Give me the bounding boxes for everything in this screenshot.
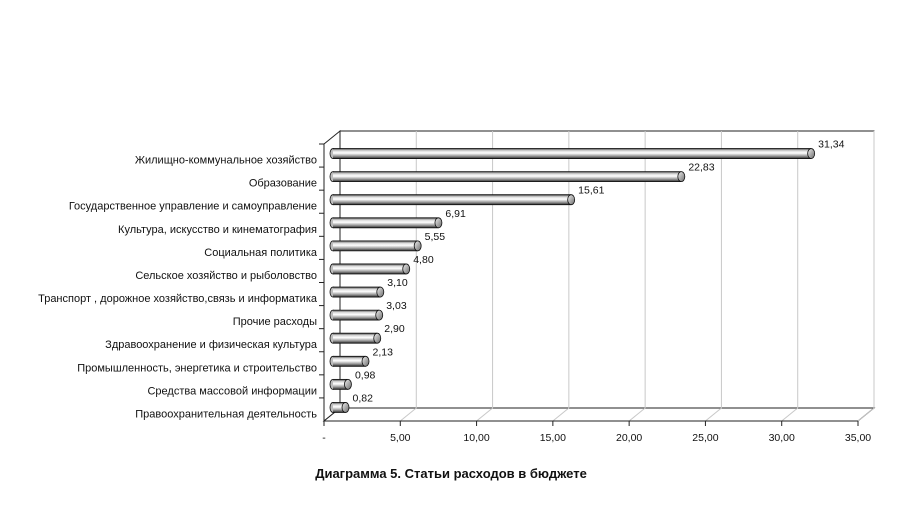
value-label: 2,13 — [372, 346, 393, 358]
x-tick-label: 10,00 — [463, 432, 489, 444]
value-label: 0,82 — [353, 392, 374, 404]
bar-body — [333, 333, 378, 344]
bar-cap — [677, 171, 686, 183]
category-label: Прочие расходы — [233, 316, 317, 328]
category-label: Культура, искусство и кинематография — [118, 224, 317, 236]
bar-body — [333, 402, 346, 413]
bar — [329, 332, 382, 344]
bar — [329, 309, 384, 321]
chart-title: Диаграмма 5. Статьи расходов в бюджете — [315, 466, 587, 481]
bar-cap — [402, 263, 411, 275]
bar-cap — [344, 378, 352, 390]
category-label: Средства массовой информации — [147, 385, 317, 397]
bar-body — [333, 148, 812, 159]
value-label: 3,03 — [386, 300, 407, 312]
bar-cap — [375, 309, 384, 321]
value-label: 2,90 — [384, 323, 405, 335]
bar — [329, 286, 385, 298]
bar — [329, 402, 350, 413]
bar-cap — [373, 332, 382, 344]
floor-gridline — [399, 407, 417, 422]
category-label: Образование — [249, 178, 317, 190]
bar-body — [333, 310, 380, 321]
bar — [329, 217, 443, 229]
floor-gridline — [552, 407, 570, 422]
bar-body — [333, 194, 572, 205]
category-label: Транспорт , дорожное хозяйство,связь и и… — [38, 293, 318, 305]
bar-body — [333, 287, 381, 298]
x-tick-label: 30,00 — [769, 432, 795, 444]
x-tick-label: 35,00 — [845, 432, 871, 444]
x-tick-label: 20,00 — [616, 432, 642, 444]
floor-gridline — [476, 407, 493, 422]
floor-gridline — [857, 407, 875, 422]
labels: Жилищно-коммунальное хозяйство 31,34 Образ… — [38, 139, 845, 421]
category-label: Здравоохранение и физическая культура — [105, 339, 318, 351]
bar — [329, 148, 816, 159]
x-axis: - 5,00 10,00 15,00 20,00 25,00 30,00 35,00 — [319, 143, 871, 444]
bar-body — [333, 263, 407, 274]
bar — [329, 263, 411, 275]
bar-body — [333, 356, 366, 367]
x-tick-label: 5,00 — [390, 432, 411, 444]
bar — [329, 378, 352, 390]
category-label: Промышленность, энергетика и строительст… — [77, 362, 317, 374]
value-label: 15,61 — [578, 185, 604, 197]
x-tick-label: 25,00 — [692, 432, 718, 444]
bar-cap — [413, 240, 422, 252]
bars — [329, 148, 816, 413]
bar-body — [333, 379, 348, 390]
category-label: Социальная политика — [204, 247, 318, 259]
bar-body — [333, 240, 418, 251]
value-label: 5,55 — [425, 231, 446, 243]
bar-cap — [807, 148, 816, 159]
value-label: 22,83 — [688, 162, 714, 174]
value-label: 6,91 — [445, 208, 466, 220]
value-label: 3,10 — [387, 277, 408, 289]
bar — [329, 194, 576, 206]
bar — [329, 171, 686, 183]
category-label: Государственное управление и самоуправле… — [69, 201, 317, 213]
value-label: 0,98 — [355, 369, 376, 381]
bar-body — [333, 171, 682, 182]
value-label: 4,80 — [413, 254, 434, 266]
category-label: Сельское хозяйство и рыболовство — [135, 270, 317, 282]
floor-gridline — [705, 407, 722, 422]
floor — [322, 407, 876, 422]
bar-cap — [376, 286, 385, 298]
x-tick-label: 15,00 — [540, 432, 566, 444]
floor-gridline — [781, 407, 799, 422]
category-label: Правоохранительная деятельность — [135, 408, 317, 420]
value-label: 31,34 — [818, 139, 844, 151]
bar — [329, 240, 422, 252]
x-tick-label: - — [322, 432, 326, 444]
floor-gridline — [628, 407, 646, 422]
bar-body — [333, 217, 439, 228]
bar-cap — [434, 217, 443, 229]
bar — [329, 355, 370, 367]
bar-cap — [567, 194, 576, 206]
bar-cap — [341, 402, 350, 413]
bar-cap — [361, 355, 370, 367]
category-label: Жилищно-коммунальное хозяйство — [135, 155, 317, 167]
